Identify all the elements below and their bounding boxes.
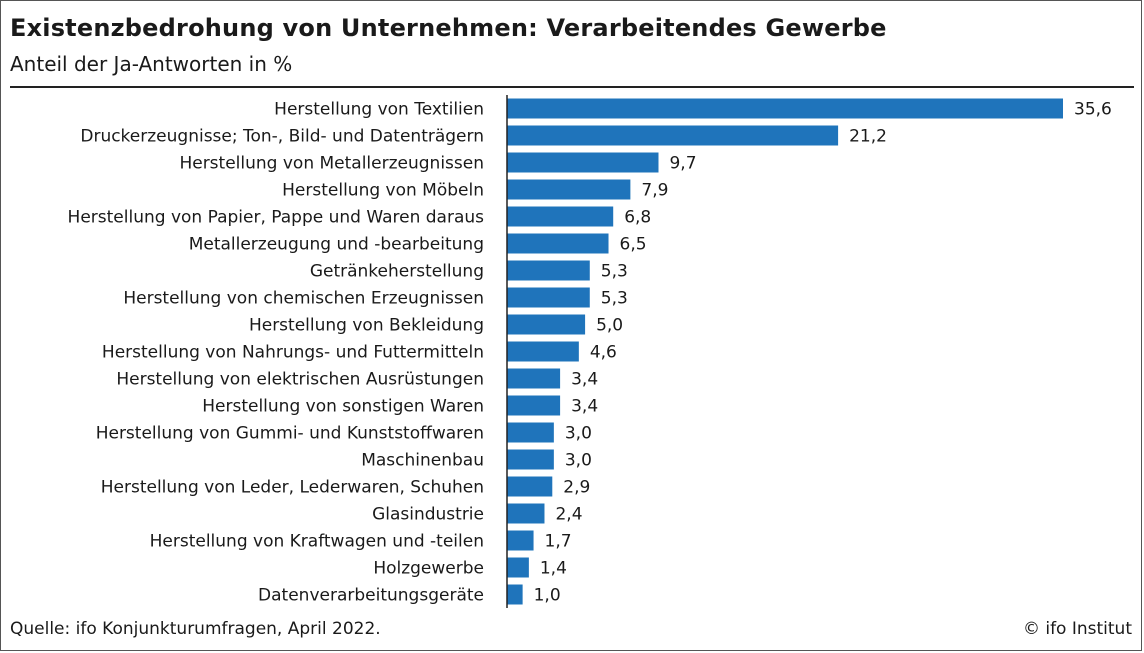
bar — [507, 368, 561, 389]
value-label: 9,7 — [669, 154, 696, 174]
value-label: 35,6 — [1074, 100, 1112, 120]
category-label: Herstellung von elektrischen Ausrüstunge… — [116, 370, 484, 390]
bar — [507, 503, 545, 524]
value-label: 3,0 — [565, 424, 592, 444]
bar — [507, 287, 590, 308]
category-label: Herstellung von Kraftwagen und -teilen — [150, 532, 484, 552]
bar — [507, 125, 839, 146]
value-label: 6,5 — [620, 235, 647, 255]
bar — [507, 341, 579, 362]
bar — [507, 584, 523, 605]
bar — [507, 314, 586, 335]
category-label: Holzgewerbe — [373, 559, 484, 579]
bar — [507, 557, 529, 578]
category-label: Maschinenbau — [361, 451, 484, 471]
value-label: 5,0 — [596, 316, 623, 336]
category-label: Getränkeherstellung — [310, 262, 484, 282]
value-label: 3,0 — [565, 451, 592, 471]
chart-subtitle: Anteil der Ja-Antworten in % — [10, 52, 293, 76]
value-label: 6,8 — [624, 208, 651, 228]
value-label: 2,4 — [555, 505, 582, 525]
value-label: 7,9 — [641, 181, 668, 201]
bar — [507, 395, 561, 416]
value-label: 1,7 — [545, 532, 572, 552]
category-label: Herstellung von Textilien — [274, 100, 484, 120]
value-label: 4,6 — [590, 343, 617, 363]
value-label: 2,9 — [563, 478, 590, 498]
title-rule — [10, 86, 1134, 88]
category-label: Druckerzeugnisse; Ton-, Bild- und Datent… — [80, 127, 484, 147]
value-label: 3,4 — [571, 397, 598, 417]
source-note: Quelle: ifo Konjunkturumfragen, April 20… — [10, 619, 381, 639]
value-label: 1,4 — [540, 559, 567, 579]
category-label: Herstellung von Gummi- und Kunststoffwar… — [96, 424, 484, 444]
category-label: Herstellung von sonstigen Waren — [202, 397, 484, 417]
bars-group: Herstellung von Textilien 35,6 Druckerzeug… — [68, 98, 1112, 606]
value-label: 3,4 — [571, 370, 598, 390]
category-label: Glasindustrie — [372, 505, 484, 525]
bar — [507, 98, 1063, 119]
bar — [507, 152, 659, 173]
category-label: Herstellung von Metallerzeugnissen — [179, 154, 484, 174]
value-label: 5,3 — [601, 289, 628, 309]
category-label: Herstellung von chemischen Erzeugnissen — [123, 289, 484, 309]
chart-title: Existenzbedrohung von Unternehmen: Verar… — [10, 14, 887, 42]
bar — [507, 179, 631, 200]
category-label: Herstellung von Nahrungs- und Futtermitt… — [102, 343, 484, 363]
category-label: Herstellung von Papier, Pappe und Waren … — [68, 208, 485, 228]
category-label: Herstellung von Bekleidung — [249, 316, 484, 336]
bar — [507, 449, 554, 470]
bar — [507, 260, 590, 281]
category-label: Herstellung von Möbeln — [282, 181, 484, 201]
bar — [507, 530, 534, 551]
bar — [507, 233, 609, 254]
value-label: 21,2 — [849, 127, 887, 147]
bar — [507, 422, 554, 443]
bar — [507, 206, 614, 227]
value-label: 1,0 — [534, 586, 561, 606]
category-label: Herstellung von Leder, Lederwaren, Schuh… — [101, 478, 484, 498]
value-label: 5,3 — [601, 262, 628, 282]
category-label: Metallerzeugung und -bearbeitung — [189, 235, 484, 255]
bar — [507, 476, 553, 497]
category-label: Datenverarbeitungsgeräte — [258, 586, 484, 606]
copyright-note: © ifo Institut — [1022, 619, 1132, 639]
